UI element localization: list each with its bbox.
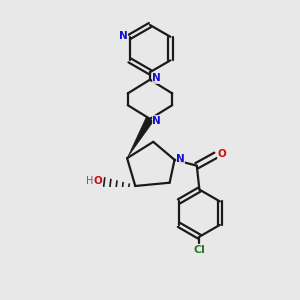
Text: O: O <box>93 176 102 186</box>
Text: N: N <box>119 31 128 41</box>
Text: N: N <box>176 154 185 164</box>
Text: N: N <box>152 116 161 126</box>
Text: H: H <box>86 176 94 186</box>
Polygon shape <box>127 117 154 158</box>
Text: Cl: Cl <box>194 245 205 255</box>
Text: N: N <box>152 73 161 83</box>
Text: O: O <box>217 149 226 159</box>
